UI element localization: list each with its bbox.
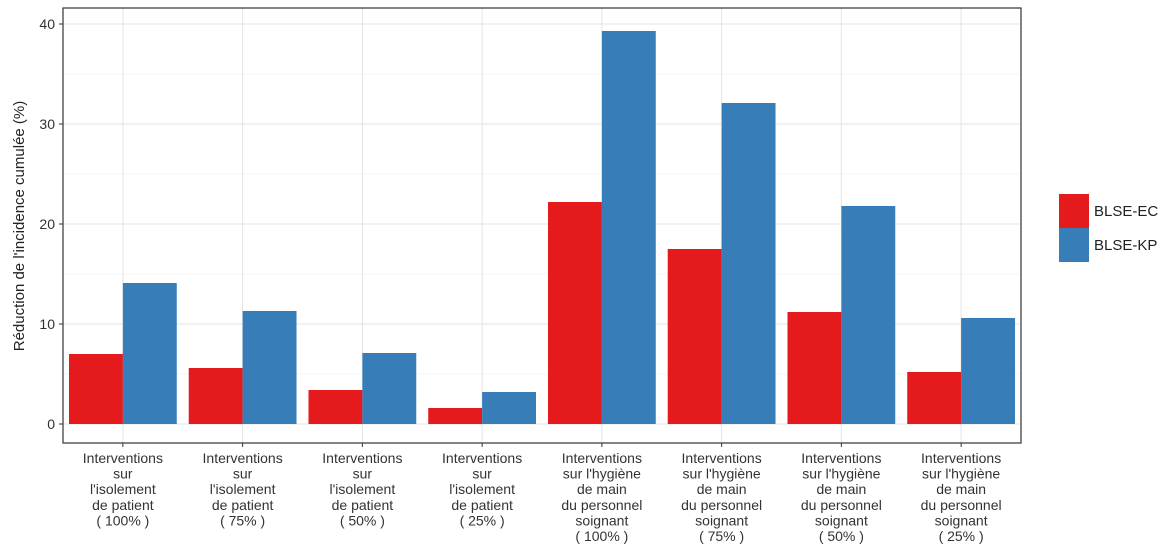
x-tick-label-line: de main — [577, 481, 627, 497]
x-tick-label: Interventions sur l'hygiène de main du pers… — [801, 450, 882, 544]
x-tick-label-line: soignant — [575, 512, 628, 528]
x-tick-label-line: ( 25% ) — [939, 528, 984, 544]
x-tick-label-line: ( 100% ) — [96, 512, 149, 528]
x-tick-label-line: sur — [472, 466, 492, 482]
x-tick-label-line: Interventions — [203, 450, 283, 466]
y-tick-label: 30 — [39, 116, 55, 132]
legend-key-blse-kp — [1059, 228, 1089, 262]
legend: BLSE-EC BLSE-KP — [1059, 194, 1158, 262]
x-tick-label-line: ( 100% ) — [575, 528, 628, 544]
x-tick-label-line: ( 50% ) — [819, 528, 864, 544]
x-axis: Interventions sur l'isolement de patient( 1… — [83, 443, 1002, 544]
x-tick-label-line: sur l'hygiène — [802, 466, 880, 482]
x-tick-label-line: sur l'hygiène — [563, 466, 641, 482]
y-tick-label: 10 — [39, 316, 55, 332]
x-tick-label-line: Interventions — [442, 450, 522, 466]
x-tick-label-line: l'isolement — [210, 481, 276, 497]
x-tick-label-line: ( 25% ) — [460, 512, 505, 528]
x-tick-label: Interventions sur l'isolement de patient( 1… — [83, 450, 163, 528]
x-tick-label-line: de patient — [332, 497, 394, 513]
bar-blse-kp-8 — [961, 318, 1016, 424]
x-tick-label: Interventions sur l'hygiène de main du pers… — [681, 450, 762, 544]
x-tick-label-line: de patient — [92, 497, 154, 513]
x-tick-label-line: ( 50% ) — [340, 512, 385, 528]
x-tick-label: Interventions sur l'hygiène de main du pers… — [561, 450, 642, 544]
bar-blse-kp-5 — [601, 31, 656, 424]
x-tick-label: Interventions sur l'isolement de patient( 2… — [442, 450, 522, 528]
bar-blse-kp-6 — [721, 103, 776, 424]
plot-border — [62, 7, 1022, 444]
y-tick-label: 20 — [39, 216, 55, 232]
x-tick-label-line: soignant — [815, 512, 868, 528]
bar-blse-ec-5 — [547, 202, 602, 424]
x-tick-label-line: Interventions — [562, 450, 642, 466]
x-tick-label-line: sur l'hygiène — [683, 466, 761, 482]
x-tick-label: Interventions sur l'isolement de patient( 5… — [322, 450, 402, 528]
legend-key-blse-ec — [1059, 194, 1089, 228]
x-tick-label-line: l'isolement — [90, 481, 156, 497]
x-tick-label-line: de patient — [212, 497, 274, 513]
x-tick-label-line: du personnel — [921, 497, 1002, 513]
x-tick-label-line: Interventions — [801, 450, 881, 466]
x-tick-label-line: de main — [936, 481, 986, 497]
bar-blse-ec-6 — [667, 249, 722, 424]
x-tick-label-line: soignant — [935, 512, 988, 528]
legend-label-blse-kp: BLSE-KP — [1094, 237, 1157, 254]
bar-blse-ec-4 — [428, 408, 483, 424]
bar-blse-ec-1 — [68, 354, 123, 424]
x-tick-label-line: sur — [353, 466, 373, 482]
x-tick-label-line: sur — [113, 466, 133, 482]
x-tick-label: Interventions sur l'hygiène de main du pers… — [921, 450, 1002, 544]
x-tick-label-line: du personnel — [801, 497, 882, 513]
bar-blse-ec-7 — [787, 312, 842, 424]
x-tick-label-line: de main — [697, 481, 747, 497]
legend-label-blse-ec: BLSE-EC — [1094, 203, 1158, 220]
bar-blse-kp-3 — [362, 353, 417, 424]
y-tick-label: 40 — [39, 16, 55, 32]
x-tick-label-line: ( 75% ) — [220, 512, 265, 528]
bar-blse-kp-7 — [841, 206, 896, 424]
bars — [68, 31, 1016, 424]
y-axis-title: Réduction de l'incidence cumulée (%) — [11, 101, 28, 352]
x-tick-label-line: Interventions — [83, 450, 163, 466]
x-tick-label-line: l'isolement — [449, 481, 515, 497]
y-axis: 0 10 20 30 40 — [39, 16, 63, 432]
x-tick-label-line: sur — [233, 466, 253, 482]
x-tick-label-line: Interventions — [322, 450, 402, 466]
bar-blse-ec-3 — [308, 390, 363, 424]
x-tick-label: Interventions sur l'isolement de patient( 7… — [203, 450, 283, 528]
bar-blse-kp-2 — [242, 311, 297, 424]
bar-blse-ec-8 — [907, 372, 962, 424]
bar-blse-ec-2 — [188, 368, 243, 424]
x-tick-label-line: de patient — [451, 497, 513, 513]
x-tick-label-line: du personnel — [561, 497, 642, 513]
x-tick-label-line: Interventions — [921, 450, 1001, 466]
y-tick-label: 0 — [47, 416, 55, 432]
bar-blse-kp-4 — [482, 392, 537, 424]
x-tick-label-line: soignant — [695, 512, 748, 528]
x-tick-label-line: sur l'hygiène — [922, 466, 1000, 482]
x-tick-label-line: du personnel — [681, 497, 762, 513]
x-tick-label-line: ( 75% ) — [699, 528, 744, 544]
x-tick-label-line: l'isolement — [330, 481, 396, 497]
bar-blse-kp-1 — [122, 283, 177, 424]
x-tick-label-line: de main — [816, 481, 866, 497]
x-tick-label-line: Interventions — [682, 450, 762, 466]
